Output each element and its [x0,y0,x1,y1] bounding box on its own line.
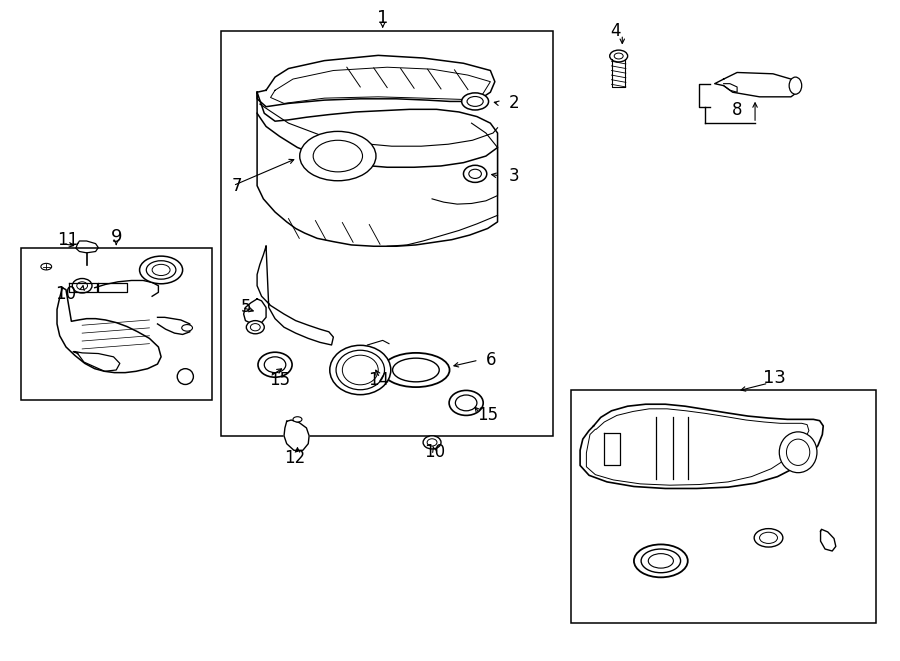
Text: 1: 1 [377,9,389,27]
Ellipse shape [342,355,378,385]
Ellipse shape [789,77,802,95]
Text: 15: 15 [269,371,290,389]
Polygon shape [821,529,836,551]
Ellipse shape [392,358,439,382]
Ellipse shape [467,97,483,106]
Text: 10: 10 [56,286,76,303]
Ellipse shape [423,436,441,449]
Ellipse shape [609,50,627,62]
Ellipse shape [147,260,176,279]
Text: 5: 5 [241,299,251,317]
Text: 13: 13 [763,369,787,387]
Ellipse shape [469,169,482,178]
Ellipse shape [152,264,170,276]
Ellipse shape [779,432,817,473]
Text: 7: 7 [232,176,242,195]
Bar [572,390,877,623]
Ellipse shape [72,278,92,293]
Polygon shape [284,420,309,450]
Bar [221,31,554,436]
Ellipse shape [760,532,778,543]
Text: 11: 11 [57,231,78,249]
Ellipse shape [641,549,680,572]
Text: 8: 8 [732,101,742,119]
Ellipse shape [40,263,51,270]
Ellipse shape [313,140,363,172]
Bar [21,249,212,400]
Ellipse shape [787,439,810,465]
Ellipse shape [250,324,260,330]
Ellipse shape [462,93,489,110]
Ellipse shape [182,325,193,331]
Ellipse shape [265,357,286,373]
Ellipse shape [247,321,265,334]
Ellipse shape [76,282,87,290]
Text: 15: 15 [477,406,498,424]
Ellipse shape [329,345,391,395]
Ellipse shape [634,545,688,577]
Ellipse shape [382,353,450,387]
Ellipse shape [754,529,783,547]
Text: 9: 9 [111,228,122,246]
Text: 14: 14 [368,371,389,389]
Text: 10: 10 [424,444,446,461]
Text: 12: 12 [284,449,305,467]
Ellipse shape [258,352,292,377]
Text: 6: 6 [486,351,497,369]
Text: 3: 3 [508,167,519,185]
Ellipse shape [648,554,673,568]
Ellipse shape [336,350,384,390]
Ellipse shape [455,395,477,410]
Text: 4: 4 [611,22,621,40]
Ellipse shape [428,439,437,446]
Ellipse shape [300,132,376,180]
Ellipse shape [614,53,623,59]
Ellipse shape [293,416,302,422]
Ellipse shape [449,391,483,415]
Ellipse shape [464,165,487,182]
Ellipse shape [177,369,194,385]
Text: 2: 2 [508,95,519,112]
Ellipse shape [140,256,183,284]
